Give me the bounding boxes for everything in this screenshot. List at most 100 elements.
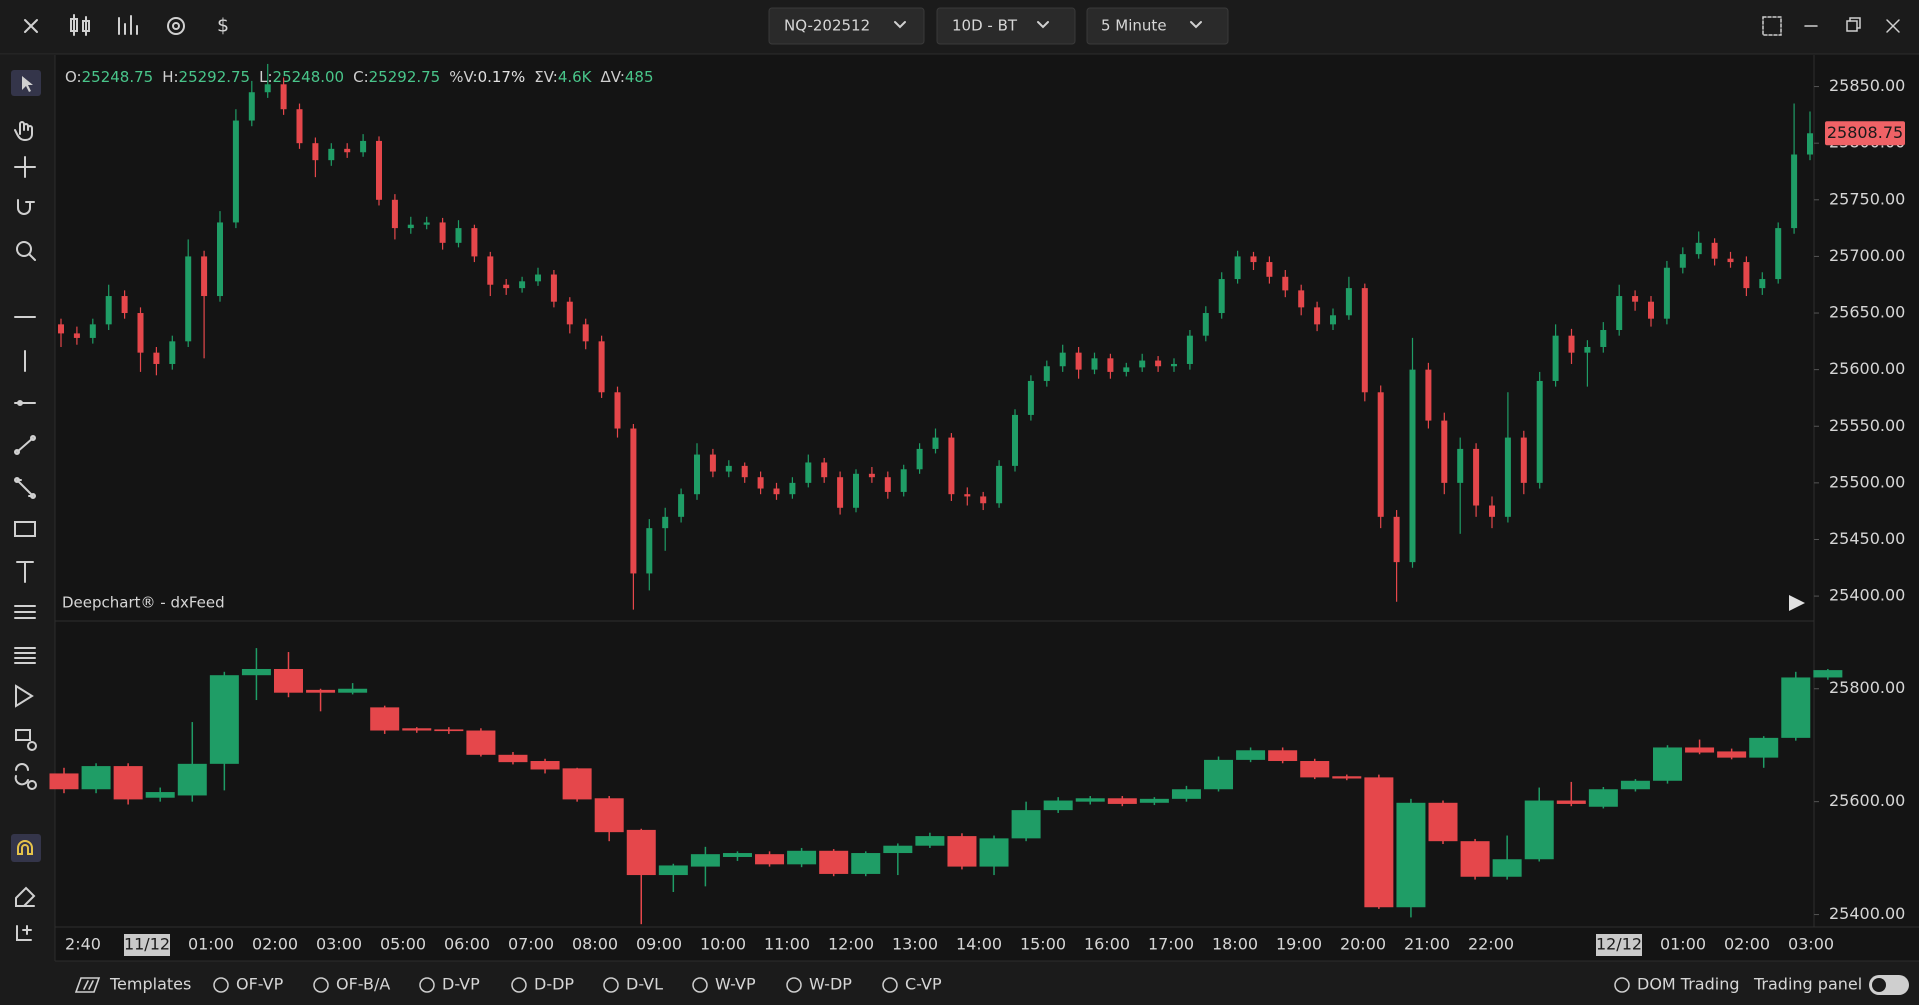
study-radio[interactable] (313, 977, 329, 993)
candle-body (1727, 258, 1734, 263)
candle-body (1743, 262, 1750, 289)
study-label[interactable]: D-VL (626, 975, 663, 994)
candle-body (1361, 288, 1368, 393)
candle-body (1600, 330, 1607, 347)
x-tick-label: 11:00 (764, 935, 810, 954)
study-radio[interactable] (511, 977, 527, 993)
candle-body (391, 199, 398, 229)
candle-body (646, 528, 653, 574)
study-label[interactable]: OF-B/A (336, 975, 390, 994)
bars-icon[interactable] (118, 15, 138, 35)
candle-body (837, 477, 844, 508)
x-tick-label: 01:00 (188, 935, 234, 954)
legend-value: 0.17% (478, 68, 526, 86)
candle-body (434, 729, 464, 732)
x-tick-label: 20:00 (1340, 935, 1386, 954)
candle-body (757, 477, 764, 489)
study-label[interactable]: D-VP (442, 975, 480, 994)
x-tick-label: 05:00 (380, 935, 426, 954)
interval-dropdown[interactable] (1086, 7, 1229, 45)
templates-icon[interactable] (74, 977, 101, 993)
legend-value: 485 (625, 68, 654, 86)
candle-body (598, 341, 605, 393)
left-toolbar (0, 55, 55, 961)
dom-trading-label[interactable]: DOM Trading (1637, 975, 1740, 994)
study-radio[interactable] (419, 977, 435, 993)
close-icon[interactable] (24, 19, 38, 33)
candle-body (1489, 505, 1495, 517)
range-dropdown[interactable] (936, 7, 1076, 45)
settings-icon[interactable] (167, 17, 185, 35)
x-tick-label: 19:00 (1276, 935, 1322, 954)
study-radio[interactable] (882, 977, 898, 993)
x-tick-label: 02:00 (252, 935, 298, 954)
candle-body (1711, 242, 1718, 259)
candle-body (996, 465, 1003, 504)
candle-body (1139, 360, 1146, 368)
study-radio[interactable] (603, 977, 619, 993)
candle-body (232, 120, 239, 223)
currency-icon[interactable]: $ (217, 15, 229, 37)
study-radio[interactable] (213, 977, 229, 993)
scroll-right-button[interactable] (1789, 595, 1805, 611)
candle-body (1314, 307, 1321, 325)
candle-body (1791, 154, 1798, 229)
legend-label: ΔV: (601, 68, 625, 86)
candle-body (1027, 380, 1034, 415)
candle-body (1393, 516, 1400, 563)
study-label[interactable]: D-DP (534, 975, 574, 994)
interval-label: 5 Minute (1101, 17, 1167, 35)
candle-body (498, 754, 528, 763)
y-tick-label: 25500.00 (1829, 472, 1905, 491)
candle-body (1091, 358, 1098, 370)
x-tick-label: 01:00 (1660, 935, 1706, 954)
candle-body (562, 768, 592, 800)
templates-button[interactable]: Templates (109, 975, 191, 994)
candle-body (264, 84, 271, 93)
legend-label: %V: (449, 68, 477, 86)
candle-body (725, 465, 732, 472)
window-controls[interactable] (1762, 16, 1900, 36)
candle-body (1236, 750, 1266, 760)
candle-body (658, 865, 688, 876)
y-tick-label: 25550.00 (1829, 416, 1905, 435)
candle-body (1749, 737, 1779, 758)
x-tick-label: 14:00 (956, 935, 1002, 954)
candle-body (1204, 759, 1234, 790)
candle-body (851, 853, 881, 874)
study-label[interactable]: C-VP (905, 975, 942, 994)
study-label[interactable]: W-VP (715, 975, 756, 994)
candle-body (1396, 802, 1426, 908)
candle-body (1409, 369, 1416, 563)
study-radio[interactable] (692, 977, 708, 993)
candle-body (402, 728, 432, 731)
y-tick-label: 25450.00 (1829, 529, 1905, 548)
trading-panel-label[interactable]: Trading panel (1753, 975, 1862, 994)
y-tick-label: 25800.00 (1829, 678, 1905, 697)
candle-body (789, 482, 796, 495)
x-tick-label: 08:00 (572, 935, 618, 954)
candle-body (1441, 420, 1448, 483)
range-label: 10D - BT (952, 17, 1018, 35)
candle-body (594, 798, 624, 833)
study-label[interactable]: OF-VP (236, 975, 284, 994)
candle-body (947, 836, 977, 867)
legend-label: H: (162, 68, 178, 86)
dom-radio[interactable] (1614, 977, 1630, 993)
study-label[interactable]: W-DP (809, 975, 852, 994)
candles-icon[interactable] (70, 14, 90, 36)
candle-body (177, 763, 207, 796)
candle-body (1364, 777, 1394, 908)
last-price-label: 25808.75 (1827, 123, 1903, 142)
instrument-dropdown[interactable] (768, 7, 925, 45)
candle-body (821, 462, 828, 478)
x-tick-label: 06:00 (444, 935, 490, 954)
study-radio[interactable] (786, 977, 802, 993)
x-tick-label: 21:00 (1404, 935, 1450, 954)
chevron (1037, 21, 1049, 29)
candle-body (1492, 859, 1522, 877)
candle-body (1568, 335, 1575, 353)
candle-body (376, 140, 382, 200)
candle-body (423, 222, 430, 225)
